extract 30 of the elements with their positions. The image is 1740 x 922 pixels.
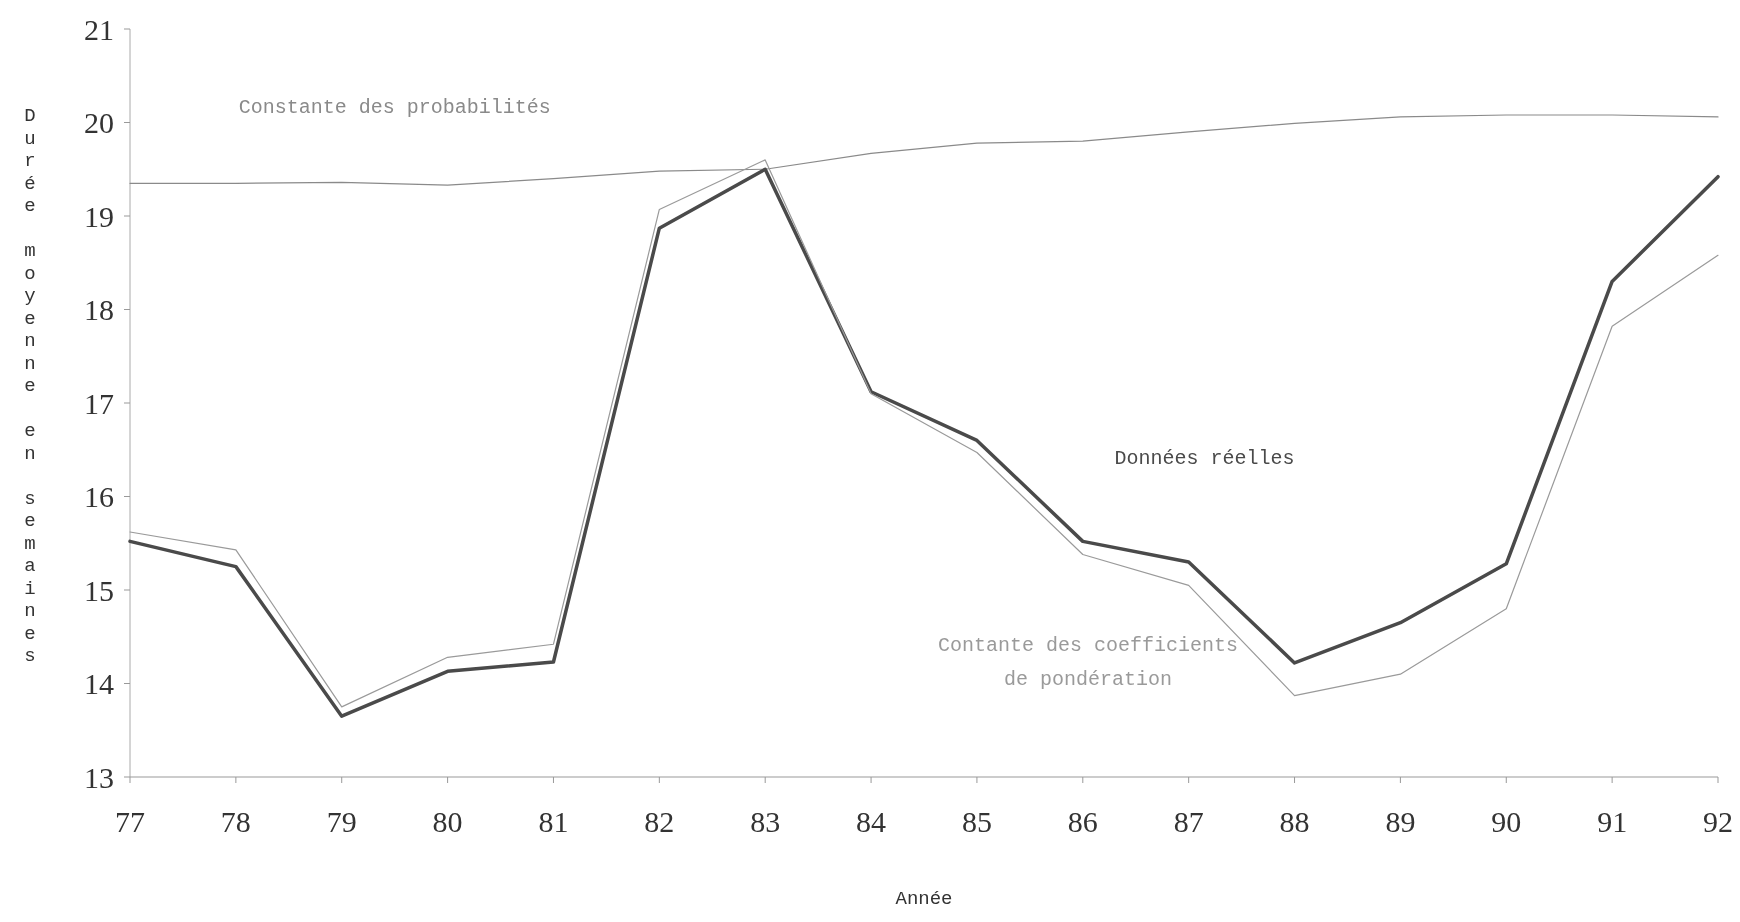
y-tick-label: 20	[84, 106, 114, 139]
x-tick-label: 91	[1597, 805, 1628, 838]
x-tick-label: 85	[961, 805, 992, 838]
x-tick-label: 83	[750, 805, 781, 838]
text: Constante des probabilités	[238, 96, 551, 120]
x-tick-label: 90	[1491, 805, 1522, 838]
x-tick-label: 92	[1703, 805, 1733, 838]
x-tick-label: 86	[1067, 805, 1098, 838]
y-tick-label: 21	[84, 12, 114, 46]
y-tick-label: 19	[84, 199, 114, 233]
series-label: Contante des coefficients de pondération	[938, 633, 1239, 691]
x-tick-label: 78	[220, 805, 251, 838]
x-tick-label: 77	[115, 805, 145, 838]
y-tick-label: 14	[84, 667, 114, 700]
x-tick-label: 84	[856, 805, 887, 838]
x-axis-title: Année	[895, 888, 953, 910]
y-tick-label: 18	[84, 293, 114, 326]
x-tick-label: 81	[538, 805, 569, 838]
x-tick-label: 88	[1279, 805, 1310, 838]
x-tick-label: 87	[1173, 805, 1204, 838]
y-tick-label: 16	[84, 480, 114, 513]
text: Données réelles	[1114, 446, 1295, 470]
x-tick-label: 79	[326, 805, 357, 838]
text: Durée moyenne en semaines	[24, 105, 36, 667]
x-tick-label: 80	[432, 805, 463, 838]
y-tick-label: 15	[84, 573, 114, 607]
x-tick-label: 82	[644, 805, 675, 838]
y-tick-label: 13	[84, 760, 114, 794]
x-tick-label: 89	[1385, 805, 1416, 838]
y-tick-label: 17	[84, 386, 114, 420]
